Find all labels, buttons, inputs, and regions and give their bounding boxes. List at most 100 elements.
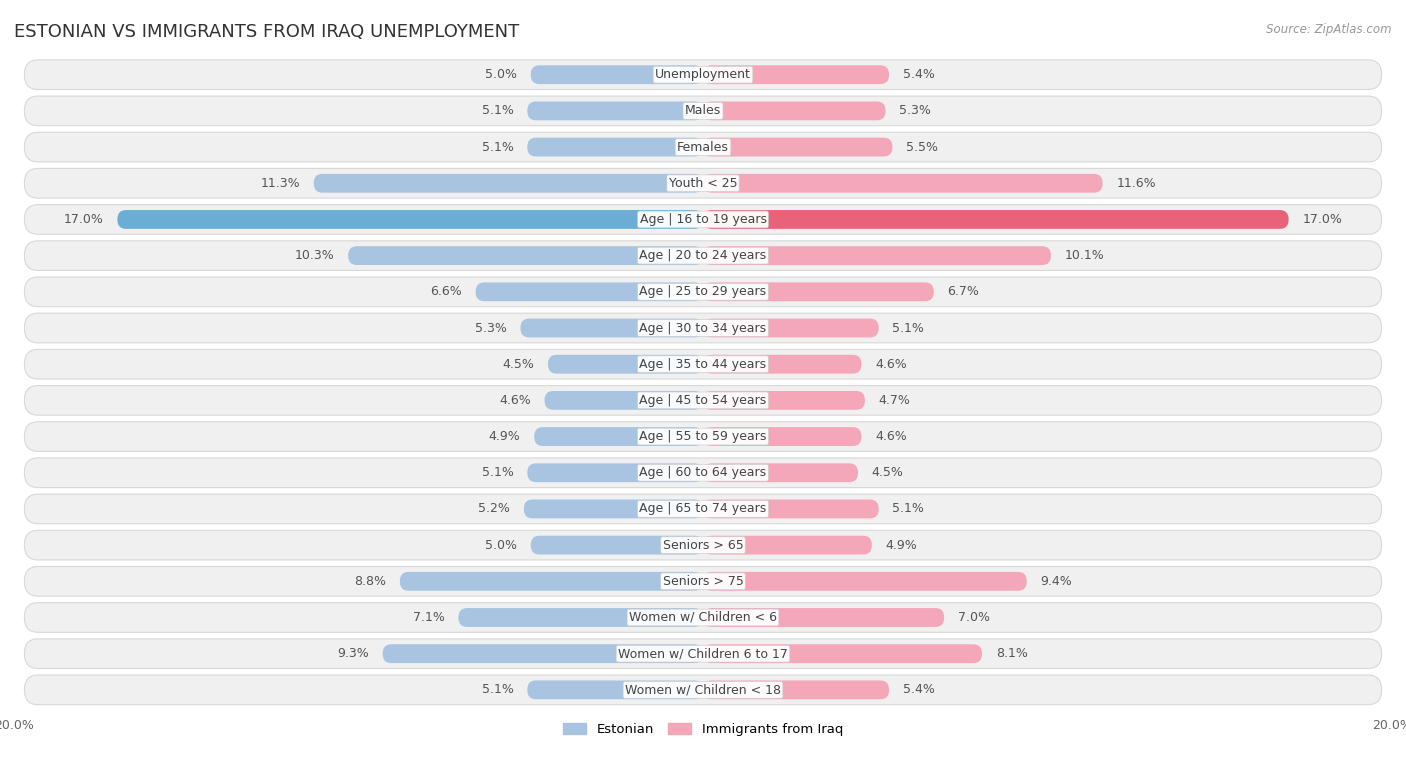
Text: Age | 60 to 64 years: Age | 60 to 64 years [640, 466, 766, 479]
Text: 10.1%: 10.1% [1064, 249, 1105, 262]
Text: 9.3%: 9.3% [337, 647, 368, 660]
FancyBboxPatch shape [703, 536, 872, 555]
FancyBboxPatch shape [703, 500, 879, 519]
Text: ESTONIAN VS IMMIGRANTS FROM IRAQ UNEMPLOYMENT: ESTONIAN VS IMMIGRANTS FROM IRAQ UNEMPLO… [14, 23, 519, 41]
FancyBboxPatch shape [703, 427, 862, 446]
FancyBboxPatch shape [527, 101, 703, 120]
FancyBboxPatch shape [24, 60, 1382, 89]
Text: 5.5%: 5.5% [907, 141, 938, 154]
Text: 5.1%: 5.1% [893, 322, 924, 335]
Text: Age | 30 to 34 years: Age | 30 to 34 years [640, 322, 766, 335]
Text: 8.8%: 8.8% [354, 575, 387, 587]
FancyBboxPatch shape [531, 65, 703, 84]
FancyBboxPatch shape [544, 391, 703, 410]
FancyBboxPatch shape [24, 422, 1382, 451]
Text: Women w/ Children < 18: Women w/ Children < 18 [626, 684, 780, 696]
FancyBboxPatch shape [314, 174, 703, 193]
FancyBboxPatch shape [703, 282, 934, 301]
FancyBboxPatch shape [534, 427, 703, 446]
FancyBboxPatch shape [527, 681, 703, 699]
Text: 5.2%: 5.2% [478, 503, 510, 516]
FancyBboxPatch shape [527, 463, 703, 482]
Text: 4.6%: 4.6% [875, 430, 907, 443]
FancyBboxPatch shape [703, 608, 945, 627]
Text: 4.5%: 4.5% [502, 358, 534, 371]
FancyBboxPatch shape [24, 350, 1382, 379]
Text: 4.9%: 4.9% [886, 539, 917, 552]
FancyBboxPatch shape [520, 319, 703, 338]
Text: 17.0%: 17.0% [1302, 213, 1343, 226]
Text: Age | 55 to 59 years: Age | 55 to 59 years [640, 430, 766, 443]
Text: 5.1%: 5.1% [482, 466, 513, 479]
Text: Unemployment: Unemployment [655, 68, 751, 81]
FancyBboxPatch shape [24, 241, 1382, 270]
Text: 9.4%: 9.4% [1040, 575, 1073, 587]
FancyBboxPatch shape [24, 96, 1382, 126]
Text: Females: Females [678, 141, 728, 154]
FancyBboxPatch shape [24, 531, 1382, 560]
FancyBboxPatch shape [399, 572, 703, 590]
FancyBboxPatch shape [703, 319, 879, 338]
FancyBboxPatch shape [458, 608, 703, 627]
Text: 5.4%: 5.4% [903, 68, 935, 81]
FancyBboxPatch shape [24, 204, 1382, 234]
Text: 4.7%: 4.7% [879, 394, 911, 407]
Text: Age | 16 to 19 years: Age | 16 to 19 years [640, 213, 766, 226]
Text: 6.6%: 6.6% [430, 285, 461, 298]
Text: Age | 65 to 74 years: Age | 65 to 74 years [640, 503, 766, 516]
FancyBboxPatch shape [703, 174, 1102, 193]
FancyBboxPatch shape [475, 282, 703, 301]
FancyBboxPatch shape [24, 458, 1382, 488]
FancyBboxPatch shape [703, 572, 1026, 590]
FancyBboxPatch shape [24, 603, 1382, 632]
Text: Age | 35 to 44 years: Age | 35 to 44 years [640, 358, 766, 371]
FancyBboxPatch shape [24, 313, 1382, 343]
Text: Seniors > 65: Seniors > 65 [662, 539, 744, 552]
FancyBboxPatch shape [349, 246, 703, 265]
FancyBboxPatch shape [117, 210, 703, 229]
Text: 5.3%: 5.3% [475, 322, 506, 335]
Text: 7.0%: 7.0% [957, 611, 990, 624]
Text: 5.1%: 5.1% [482, 141, 513, 154]
Text: 11.6%: 11.6% [1116, 177, 1156, 190]
Text: Age | 25 to 29 years: Age | 25 to 29 years [640, 285, 766, 298]
Text: 5.0%: 5.0% [485, 539, 517, 552]
Text: Women w/ Children < 6: Women w/ Children < 6 [628, 611, 778, 624]
FancyBboxPatch shape [703, 644, 981, 663]
FancyBboxPatch shape [703, 681, 889, 699]
Text: 4.6%: 4.6% [875, 358, 907, 371]
FancyBboxPatch shape [527, 138, 703, 157]
FancyBboxPatch shape [24, 277, 1382, 307]
FancyBboxPatch shape [548, 355, 703, 374]
Text: 7.1%: 7.1% [413, 611, 444, 624]
Text: 8.1%: 8.1% [995, 647, 1028, 660]
Text: Males: Males [685, 104, 721, 117]
FancyBboxPatch shape [24, 168, 1382, 198]
Text: 5.1%: 5.1% [482, 684, 513, 696]
Text: 5.1%: 5.1% [893, 503, 924, 516]
Text: 4.5%: 4.5% [872, 466, 904, 479]
FancyBboxPatch shape [24, 566, 1382, 597]
Text: Youth < 25: Youth < 25 [669, 177, 737, 190]
FancyBboxPatch shape [703, 246, 1050, 265]
FancyBboxPatch shape [24, 675, 1382, 705]
Text: 5.0%: 5.0% [485, 68, 517, 81]
FancyBboxPatch shape [703, 138, 893, 157]
FancyBboxPatch shape [703, 355, 862, 374]
FancyBboxPatch shape [703, 463, 858, 482]
Text: 5.3%: 5.3% [900, 104, 931, 117]
Text: 4.9%: 4.9% [489, 430, 520, 443]
Text: Women w/ Children 6 to 17: Women w/ Children 6 to 17 [619, 647, 787, 660]
FancyBboxPatch shape [703, 210, 1289, 229]
FancyBboxPatch shape [24, 132, 1382, 162]
Legend: Estonian, Immigrants from Iraq: Estonian, Immigrants from Iraq [557, 718, 849, 741]
Text: Age | 20 to 24 years: Age | 20 to 24 years [640, 249, 766, 262]
Text: 4.6%: 4.6% [499, 394, 531, 407]
Text: Age | 45 to 54 years: Age | 45 to 54 years [640, 394, 766, 407]
FancyBboxPatch shape [524, 500, 703, 519]
FancyBboxPatch shape [24, 494, 1382, 524]
Text: 5.4%: 5.4% [903, 684, 935, 696]
FancyBboxPatch shape [24, 385, 1382, 415]
FancyBboxPatch shape [24, 639, 1382, 668]
Text: Seniors > 75: Seniors > 75 [662, 575, 744, 587]
